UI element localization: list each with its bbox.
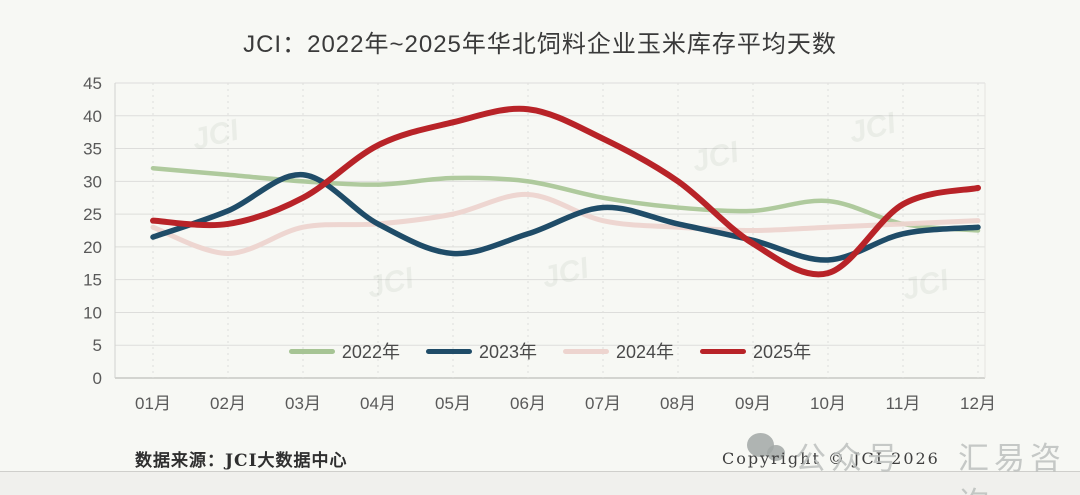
legend-item-2024: 2024年	[563, 338, 674, 364]
x-axis-label: 10月	[810, 394, 846, 413]
y-axis-tick: 0	[93, 369, 102, 388]
copyright-label: Copyright © JCI 2026	[722, 449, 940, 468]
legend-swatch	[425, 348, 472, 354]
legend-item-2023: 2023年	[425, 338, 537, 364]
jci-watermark: JCI	[846, 106, 900, 149]
x-axis-label: 12月	[960, 394, 996, 413]
wechat-bubble-small	[767, 445, 785, 461]
series-line-2024	[150, 191, 981, 256]
y-axis-tick: 45	[83, 74, 102, 93]
x-axis-label: 02月	[210, 394, 246, 413]
x-axis-label: 11月	[886, 394, 921, 413]
x-axis-label: 07月	[585, 394, 621, 413]
x-axis-label: 08月	[660, 394, 696, 413]
x-axis-label: 01月	[135, 394, 171, 413]
legend-swatch	[700, 348, 747, 354]
line-chart-plot: 0 5 10 15 20 25 30 35 40 45 01月 02月 03月 04月 05月 06月 07月 0…	[83, 74, 996, 413]
wechat-icon	[747, 433, 795, 469]
jci-watermark: JCI	[364, 261, 418, 304]
data-source-label: 数据来源：JCI大数据中心	[135, 451, 348, 471]
y-axis-tick: 25	[83, 205, 102, 224]
y-axis-tick: 20	[83, 238, 102, 257]
y-axis-tick: 30	[83, 172, 102, 191]
x-axis-label: 05月	[435, 394, 471, 413]
y-axis-tick: 40	[83, 107, 102, 126]
series-line-2023	[150, 172, 981, 263]
jci-watermark: JCI	[899, 263, 953, 306]
legend-label: 2025年	[753, 342, 812, 362]
footer-watermark-left: 公众号	[795, 441, 903, 476]
y-axis-tick: 15	[83, 271, 102, 290]
y-axis-tick: 35	[83, 140, 102, 159]
legend-label: 2023年	[478, 342, 537, 362]
x-axis-label: 06月	[510, 394, 546, 413]
x-axis-label: 09月	[735, 394, 771, 413]
y-axis-tick: 10	[83, 303, 102, 322]
series-line-2022	[150, 165, 981, 233]
series-line-2025	[150, 105, 981, 278]
bottom-divider	[0, 471, 1080, 495]
jci-watermark: JCI	[189, 113, 243, 156]
legend-swatch	[563, 348, 609, 354]
footer-watermark-right: 汇易咨询	[958, 441, 1066, 495]
legend-label: 2022年	[341, 342, 400, 362]
chart-legend: 2022年 2023年 2024年 2025年	[115, 338, 985, 364]
legend-item-2025: 2025年	[700, 338, 811, 364]
legend-item-2022: 2022年	[288, 338, 400, 364]
legend-label: 2024年	[616, 342, 675, 362]
jci-watermark: JCI	[539, 251, 593, 294]
y-axis-tick: 5	[93, 336, 102, 355]
legend-swatch	[288, 348, 335, 354]
jci-watermark: JCI	[689, 135, 743, 178]
x-axis-label: 04月	[360, 394, 396, 413]
x-axis-label: 03月	[285, 394, 321, 413]
chart-title: JCI：2022年~2025年华北饲料企业玉米库存平均天数	[243, 31, 837, 58]
